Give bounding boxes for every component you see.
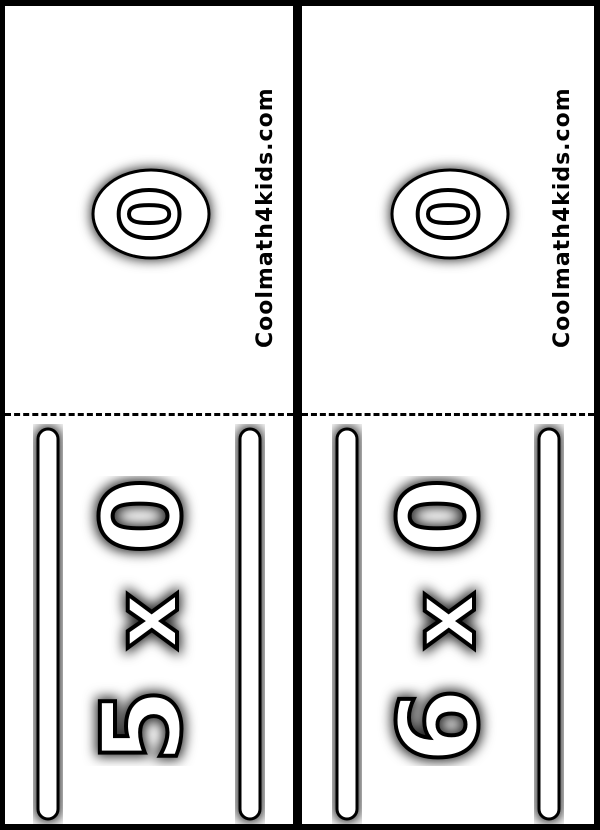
problem-right-operand: 0 — [78, 478, 206, 555]
decorative-bar — [335, 427, 359, 821]
problem-left-operand: 6 — [375, 688, 503, 765]
flashcard-1: 0 Coolmath4kids.com 5 x 0 — [5, 6, 293, 824]
problem-operator: x — [94, 592, 199, 650]
problem-right-operand: 0 — [375, 478, 503, 555]
decorative-bar — [537, 427, 561, 821]
flashcard-2: 0 Coolmath4kids.com 6 x 0 — [302, 6, 594, 824]
problem-expression: 6 x 0 — [373, 476, 505, 766]
fold-line — [5, 413, 293, 416]
answer-text: 0 — [404, 186, 497, 242]
decorative-bar — [36, 427, 60, 821]
brand-label: Coolmath4kids.com — [550, 87, 575, 349]
problem-left-operand: 5 — [78, 688, 206, 765]
answer-badge: 0 — [91, 168, 211, 260]
brand-label: Coolmath4kids.com — [253, 87, 278, 349]
decorative-bar — [238, 427, 262, 821]
fold-line — [302, 413, 594, 416]
answer-text: 0 — [105, 186, 198, 242]
problem-expression: 5 x 0 — [76, 476, 208, 766]
problem-operator: x — [391, 592, 496, 650]
answer-badge: 0 — [390, 168, 510, 260]
